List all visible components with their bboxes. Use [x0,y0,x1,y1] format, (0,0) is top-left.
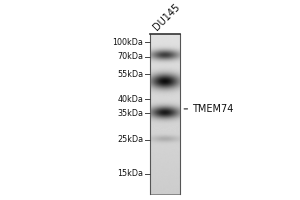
Text: DU145: DU145 [151,2,182,33]
Text: 55kDa: 55kDa [117,70,143,79]
Text: 35kDa: 35kDa [117,109,143,118]
Text: 25kDa: 25kDa [117,135,143,144]
Text: 70kDa: 70kDa [117,52,143,61]
Text: TMEM74: TMEM74 [192,104,233,114]
Text: 100kDa: 100kDa [112,38,143,47]
Text: 40kDa: 40kDa [118,95,143,104]
Text: 15kDa: 15kDa [117,169,143,178]
